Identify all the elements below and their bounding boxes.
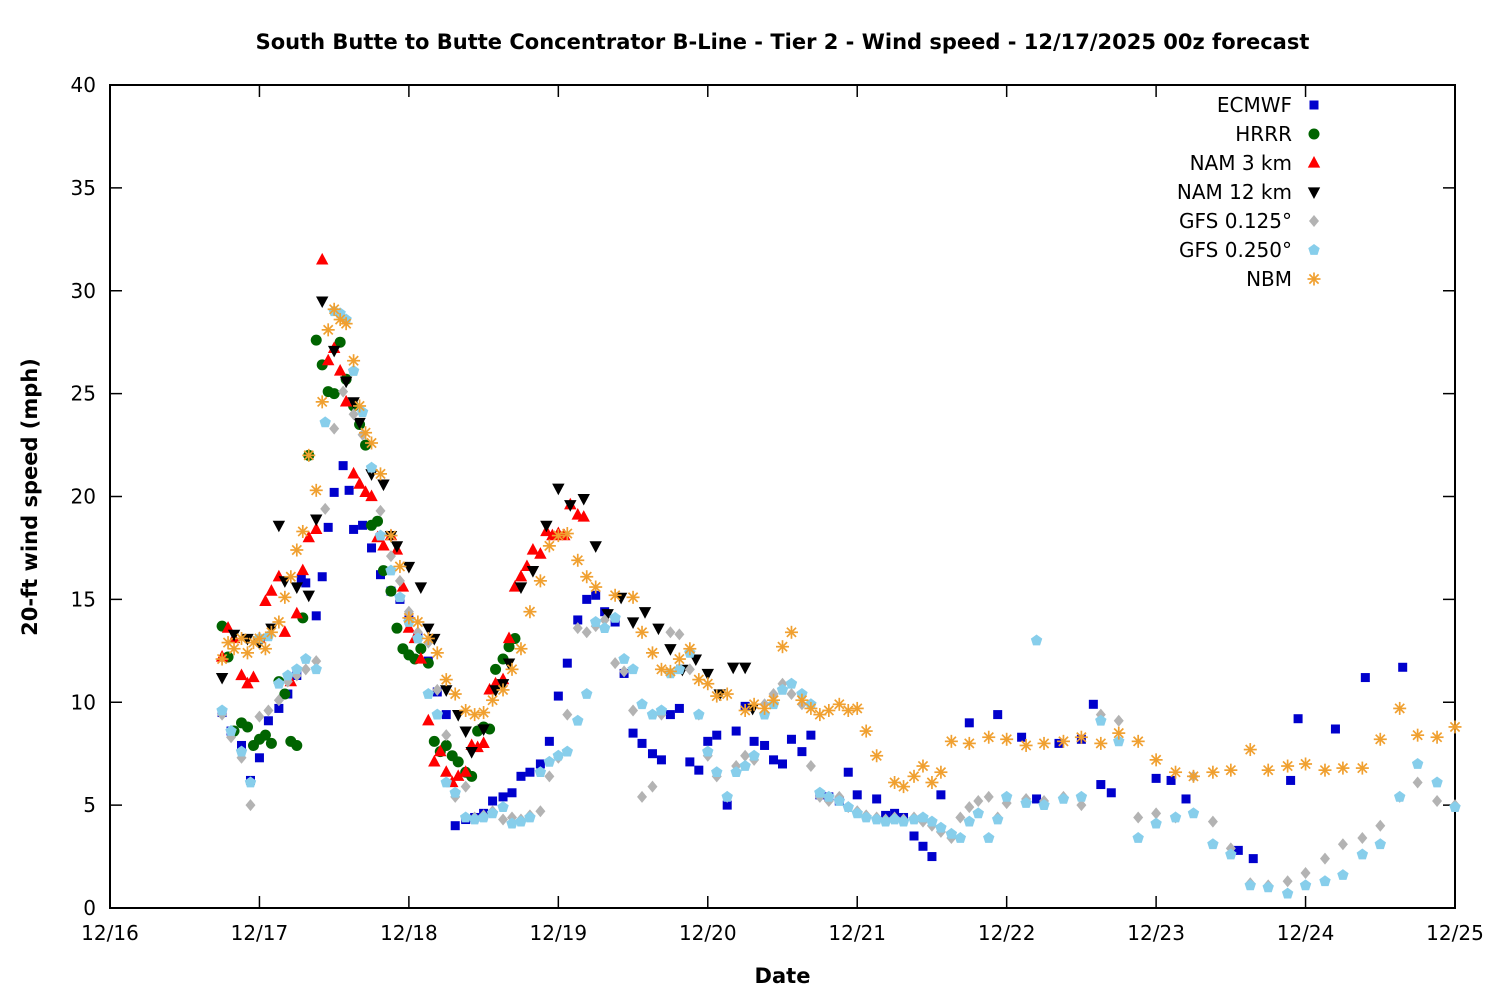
legend-label: NAM 12 km [1177, 180, 1292, 204]
legend-entry-gfs-0-125: GFS 0.125° [1179, 209, 1319, 233]
x-tick-label: 12/17 [231, 921, 289, 945]
legend-label: HRRR [1235, 122, 1292, 146]
x-tick-label: 12/25 [1426, 921, 1484, 945]
x-tick-label: 12/21 [828, 921, 886, 945]
x-tick-label: 12/23 [1127, 921, 1185, 945]
series-nam-3-km [215, 252, 590, 788]
legend-label: GFS 0.250° [1179, 238, 1292, 262]
y-tick-label: 35 [71, 176, 96, 200]
x-tick-label: 12/22 [978, 921, 1036, 945]
legend-label: GFS 0.125° [1179, 209, 1292, 233]
y-tick-label: 0 [83, 896, 96, 920]
legend-label: ECMWF [1217, 93, 1292, 117]
y-tick-label: 20 [71, 485, 96, 509]
x-tick-label: 12/16 [81, 921, 139, 945]
y-tick-label: 5 [83, 793, 96, 817]
x-tick-label: 12/19 [530, 921, 588, 945]
y-tick-label: 10 [71, 690, 96, 714]
legend-entry-gfs-0-250: GFS 0.250° [1179, 238, 1320, 262]
legend-entry-nam-3-km: NAM 3 km [1190, 151, 1321, 175]
y-axis-ticks: 0 5 10 15 20 25 30 35 40 [71, 73, 1455, 920]
legend: ECMWF HRRR NAM 3 km NAM 12 km GFS 0.125° GFS … [1177, 93, 1321, 291]
y-tick-label: 15 [71, 587, 96, 611]
legend-label: NBM [1246, 267, 1292, 291]
series-ecmwf [217, 461, 1408, 864]
y-tick-label: 30 [71, 279, 96, 303]
x-axis-label: Date [754, 964, 811, 988]
y-tick-label: 40 [71, 73, 96, 97]
legend-entry-ecmwf: ECMWF [1217, 93, 1319, 117]
series-nam-12-km [215, 296, 759, 759]
legend-entry-nam-12-km: NAM 12 km [1177, 180, 1321, 204]
legend-entry-nbm: NBM [1246, 267, 1321, 291]
x-tick-label: 12/24 [1277, 921, 1335, 945]
x-axis-ticks: 12/16 12/17 12/18 12/19 12/20 12/21 12/22 12/23… [81, 85, 1484, 945]
x-tick-label: 12/18 [380, 921, 438, 945]
series-gfs-0-125 [217, 385, 1460, 892]
series-nbm [215, 302, 1462, 794]
chart-title: South Butte to Butte Concentrator B-Line… [255, 30, 1310, 54]
x-tick-label: 12/20 [679, 921, 737, 945]
y-tick-label: 25 [71, 382, 96, 406]
legend-entry-hrrr: HRRR [1235, 122, 1320, 146]
legend-label: NAM 3 km [1190, 151, 1292, 175]
series-gfs-0-250 [216, 305, 1461, 899]
